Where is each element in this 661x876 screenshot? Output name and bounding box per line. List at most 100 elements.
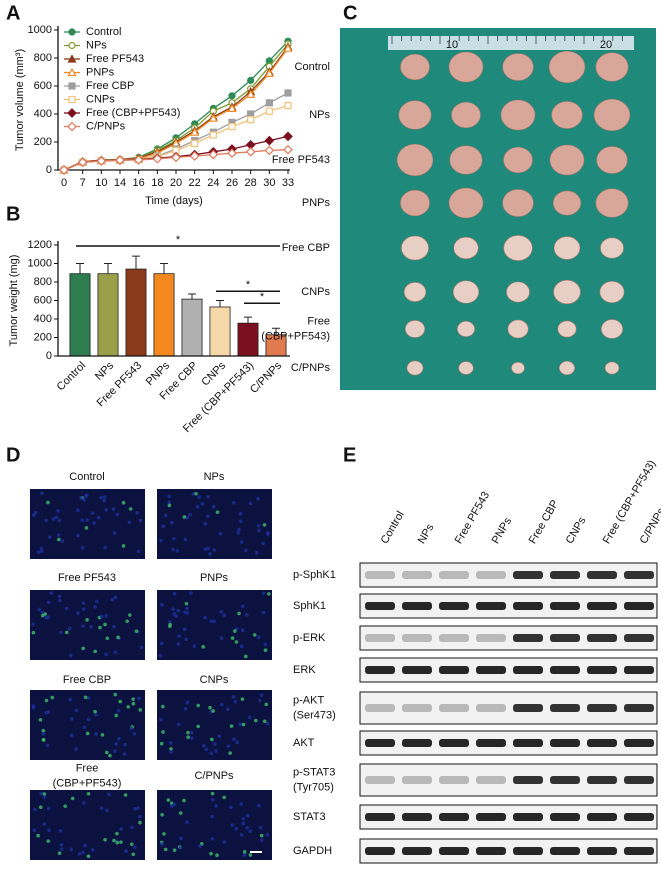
cell xyxy=(129,726,134,731)
row-label: (Tyr705) xyxy=(293,781,334,793)
ruler-label: 20 xyxy=(600,39,612,51)
cell xyxy=(196,724,200,729)
axis xyxy=(57,241,290,357)
cell xyxy=(208,705,212,710)
band xyxy=(476,776,506,784)
cell xyxy=(46,500,50,505)
cell xyxy=(95,599,99,604)
cell xyxy=(235,740,240,745)
error-bar xyxy=(132,255,140,270)
error-bar xyxy=(272,327,280,335)
cell xyxy=(46,839,51,843)
cell xyxy=(128,507,133,511)
cell xyxy=(248,829,253,833)
cell xyxy=(42,822,47,826)
cell xyxy=(69,733,74,737)
cell xyxy=(247,715,252,720)
cell xyxy=(99,614,104,619)
band xyxy=(476,634,506,642)
series xyxy=(59,144,293,175)
fluorescence-image xyxy=(30,690,145,760)
cell xyxy=(60,539,65,543)
cell xyxy=(214,804,218,808)
band xyxy=(587,666,617,674)
band xyxy=(587,813,617,821)
legend-label: C/PNPs xyxy=(86,120,126,132)
cell xyxy=(137,696,141,701)
cell xyxy=(129,842,134,847)
cell xyxy=(206,495,210,499)
cell xyxy=(198,844,202,848)
cell xyxy=(81,607,86,611)
panel-label: D xyxy=(6,444,20,466)
cell xyxy=(134,629,139,633)
cell xyxy=(161,730,165,734)
cell xyxy=(33,807,37,812)
cell xyxy=(237,611,241,616)
cell xyxy=(110,597,115,602)
marker xyxy=(228,92,236,100)
cell xyxy=(75,508,80,513)
cell xyxy=(211,709,215,713)
row-label: PNPs xyxy=(302,197,331,209)
cell xyxy=(237,527,241,532)
tumor xyxy=(448,187,484,219)
cell xyxy=(188,512,192,517)
band xyxy=(587,571,617,579)
y-tick-label: 1000 xyxy=(28,24,52,36)
cell xyxy=(240,697,245,701)
cell xyxy=(248,853,253,857)
band xyxy=(550,813,580,821)
band xyxy=(624,776,654,784)
cell xyxy=(222,795,226,800)
cell xyxy=(86,854,91,859)
cell xyxy=(257,803,261,808)
y-tick-label: 0 xyxy=(46,164,52,176)
band xyxy=(513,776,543,784)
cell xyxy=(233,699,238,704)
band xyxy=(513,602,543,610)
band xyxy=(476,847,506,855)
image-label: Free xyxy=(76,762,99,774)
cell xyxy=(159,538,163,543)
cell xyxy=(185,606,189,611)
band xyxy=(402,739,432,747)
marker xyxy=(227,103,237,112)
cell xyxy=(84,526,89,530)
cell xyxy=(112,838,116,843)
tumor xyxy=(502,189,534,217)
cell xyxy=(133,845,137,850)
marker xyxy=(67,67,77,77)
cell xyxy=(99,806,104,810)
band xyxy=(476,571,506,579)
cell xyxy=(185,611,190,615)
tumor xyxy=(458,361,474,375)
image-label: CNPs xyxy=(200,674,229,686)
band xyxy=(402,666,432,674)
band xyxy=(513,813,543,821)
ruler xyxy=(388,36,634,50)
band xyxy=(550,847,580,855)
cell xyxy=(74,708,79,713)
cell xyxy=(79,495,83,500)
cell xyxy=(107,792,111,797)
legend-label: CNPs xyxy=(86,93,115,105)
tumor xyxy=(600,237,624,259)
y-tick-label: 0 xyxy=(46,350,52,362)
marker xyxy=(208,149,219,160)
marker xyxy=(209,131,217,139)
cell xyxy=(214,749,218,753)
cell xyxy=(31,630,36,635)
cell xyxy=(263,648,268,652)
column-label: CNPs xyxy=(564,515,589,546)
band xyxy=(439,776,469,784)
cell xyxy=(248,501,253,506)
band xyxy=(402,776,432,784)
band xyxy=(550,634,580,642)
bar xyxy=(69,273,91,357)
cell xyxy=(92,521,96,525)
cell xyxy=(68,697,72,702)
marker xyxy=(283,144,293,155)
cell xyxy=(111,507,116,511)
